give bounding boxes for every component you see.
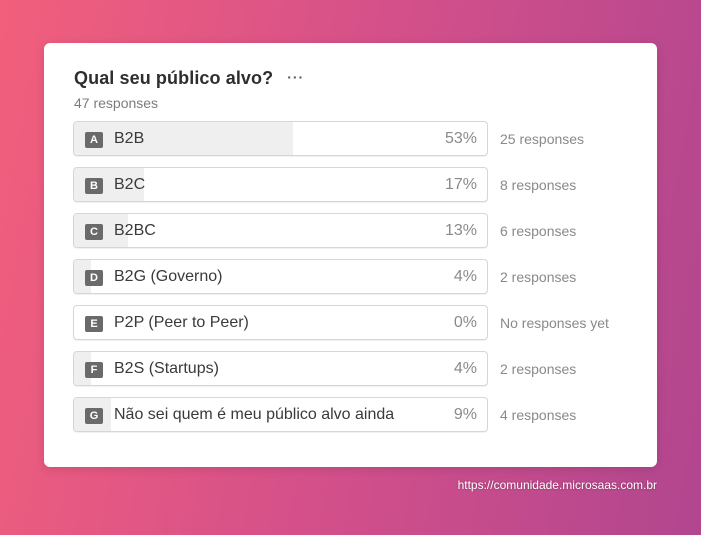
option-response-count: 6 responses bbox=[500, 223, 577, 239]
poll-card: Qual seu público alvo? ··· 47 responses … bbox=[44, 43, 657, 467]
option-letter-badge: F bbox=[85, 362, 103, 378]
option-label: Não sei quem é meu público alvo ainda bbox=[114, 406, 395, 423]
option-label: B2S (Startups) bbox=[114, 360, 219, 377]
option-letter-badge: C bbox=[85, 224, 103, 240]
option-bar[interactable]: C B2BC 13% bbox=[73, 213, 488, 248]
option-percent: 53% bbox=[444, 130, 477, 147]
option-response-count: 8 responses bbox=[500, 177, 577, 193]
option-label: P2P (Peer to Peer) bbox=[114, 314, 249, 331]
more-options-icon[interactable]: ··· bbox=[287, 68, 305, 85]
option-bar[interactable]: A B2B 53% bbox=[73, 121, 488, 156]
option-letter-badge: G bbox=[85, 408, 103, 424]
option-percent: 4% bbox=[453, 268, 477, 285]
option-label: B2BC bbox=[114, 222, 156, 239]
option-percent: 0% bbox=[453, 314, 477, 331]
option-letter-badge: A bbox=[85, 132, 103, 148]
option-bar[interactable]: D B2G (Governo) 4% bbox=[73, 259, 488, 294]
option-percent: 17% bbox=[444, 176, 477, 193]
option-label: B2B bbox=[114, 130, 145, 147]
total-responses: 47 responses bbox=[74, 95, 159, 111]
option-letter-badge: D bbox=[85, 270, 103, 286]
option-percent: 4% bbox=[453, 360, 477, 377]
option-label: B2G (Governo) bbox=[114, 268, 223, 285]
option-response-count: 25 responses bbox=[500, 131, 585, 147]
source-url: https://comunidade.microsaas.com.br bbox=[457, 478, 657, 492]
option-bar[interactable]: E P2P (Peer to Peer) 0% bbox=[73, 305, 488, 340]
option-bar[interactable]: B B2C 17% bbox=[73, 167, 488, 202]
option-response-count: 2 responses bbox=[500, 361, 577, 377]
option-percent: 13% bbox=[444, 222, 477, 239]
option-response-count: 2 responses bbox=[500, 269, 577, 285]
option-letter-badge: E bbox=[85, 316, 103, 332]
poll-header: Qual seu público alvo? ··· bbox=[74, 68, 304, 89]
option-response-count: 4 responses bbox=[500, 407, 577, 423]
option-label: B2C bbox=[114, 176, 146, 193]
option-bar[interactable]: G Não sei quem é meu público alvo ainda … bbox=[73, 397, 488, 432]
poll-title: Qual seu público alvo? bbox=[74, 68, 274, 88]
option-bar[interactable]: F B2S (Startups) 4% bbox=[73, 351, 488, 386]
result-fill bbox=[74, 122, 293, 155]
option-letter-badge: B bbox=[85, 178, 103, 194]
option-percent: 9% bbox=[453, 406, 477, 423]
option-response-count: No responses yet bbox=[500, 315, 609, 331]
